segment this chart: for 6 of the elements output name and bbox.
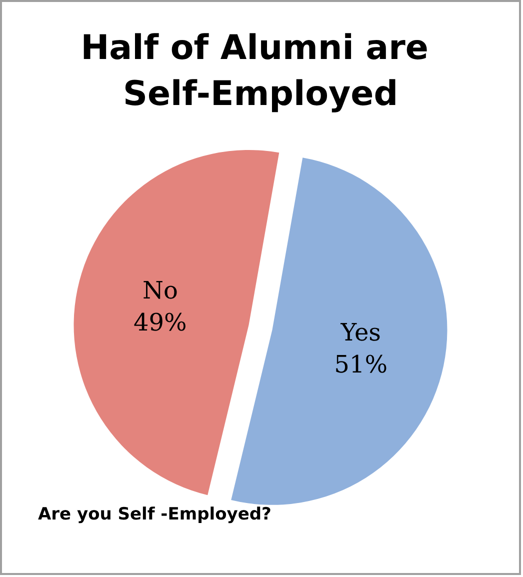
slice-label: Yes	[340, 318, 381, 346]
data-label: 51%	[334, 350, 388, 378]
text: Are you Self -Employed?	[38, 504, 272, 524]
slice-label: No	[142, 276, 178, 305]
chart-title: Half of Alumni are Self-Employed	[80, 28, 440, 114]
data-label: 49%	[133, 308, 187, 337]
